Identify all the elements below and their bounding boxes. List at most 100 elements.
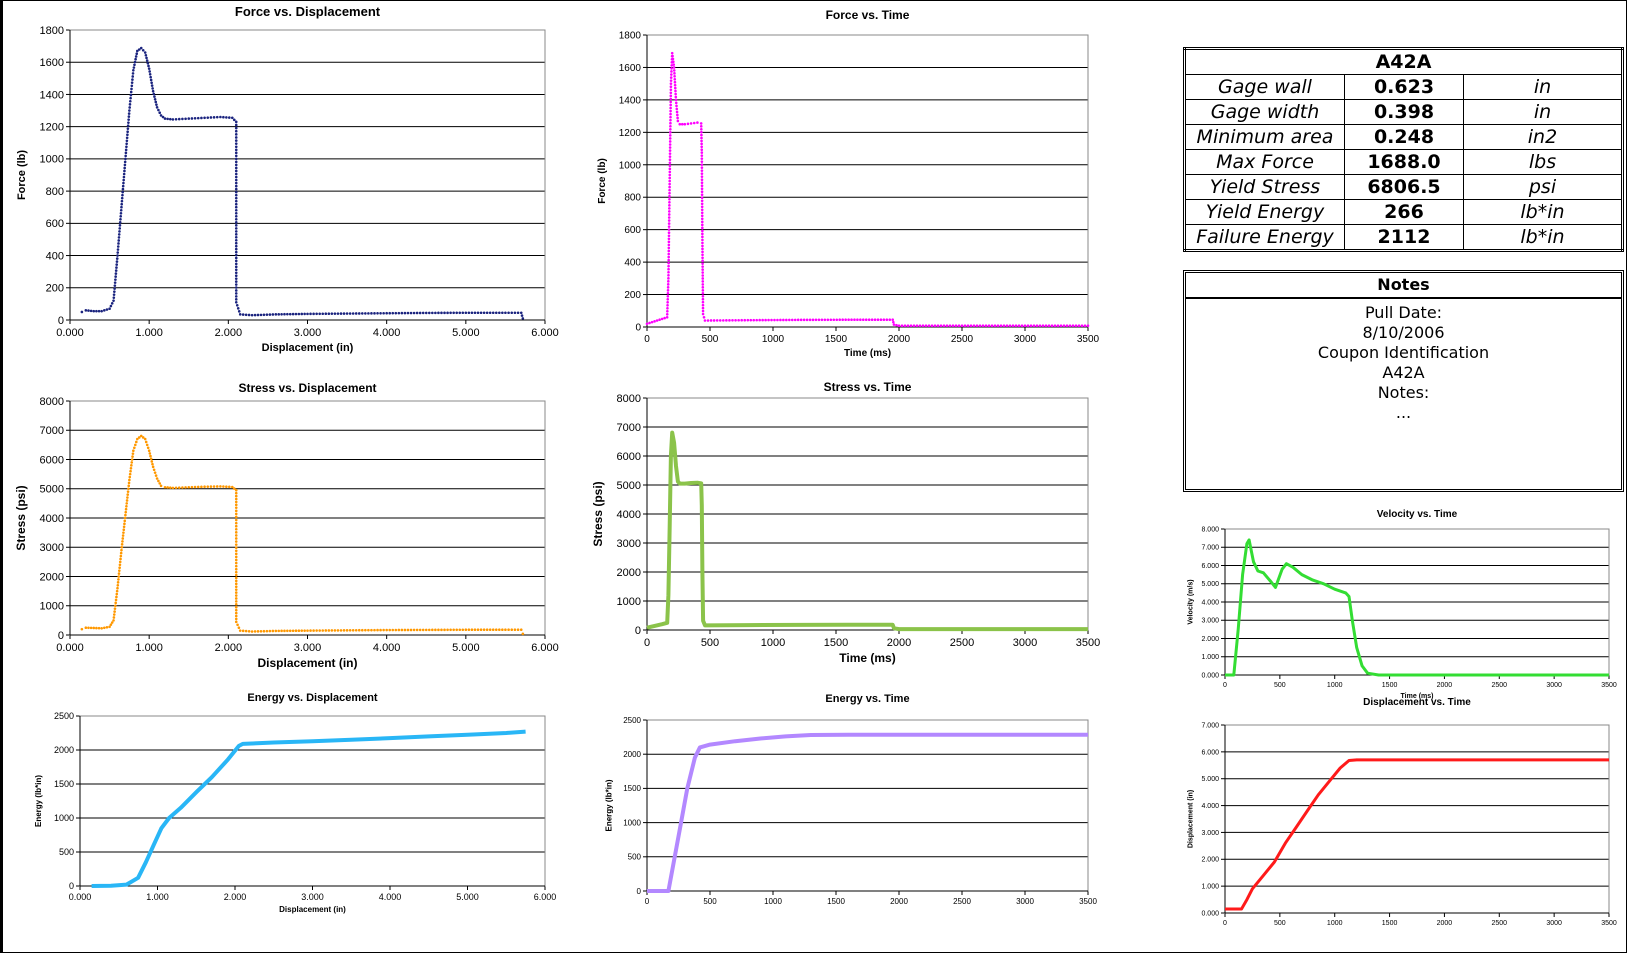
data-point: [126, 496, 129, 499]
data-point: [120, 543, 124, 546]
data-point: [184, 117, 187, 121]
y-tick-label: 0: [635, 625, 641, 637]
y-tick-label: 8.000: [1201, 526, 1219, 533]
data-point: [146, 446, 150, 450]
data-point: [376, 628, 379, 632]
data-point: [669, 76, 673, 79]
data-point: [126, 124, 130, 127]
data-point: [166, 486, 169, 489]
data-point: [755, 318, 758, 322]
data-point: [722, 319, 725, 322]
data-point: [234, 531, 238, 534]
data-point: [339, 312, 343, 315]
data-point: [519, 311, 523, 315]
data-point: [234, 588, 238, 591]
data-point: [458, 311, 462, 315]
data-point: [250, 313, 254, 317]
data-point: [701, 277, 705, 280]
data-point: [123, 516, 127, 520]
chart-velocity-vs-time: Velocity vs. Time 0.000 1.000 2.000 3.000 4.0…: [1188, 509, 1617, 700]
data-point: [234, 126, 238, 130]
data-point: [234, 295, 238, 298]
data-point: [190, 117, 194, 120]
data-point: [145, 56, 148, 60]
x-tick-label: 3500: [1601, 682, 1617, 689]
property-unit: in2: [1463, 124, 1623, 150]
data-point: [667, 249, 671, 253]
x-tick-label: 2500: [1491, 920, 1507, 927]
property-unit: in: [1463, 99, 1623, 125]
data-point: [385, 628, 388, 632]
data-point: [969, 324, 973, 328]
data-point: [122, 531, 125, 534]
data-point: [666, 297, 670, 301]
data-point: [400, 628, 404, 632]
data-point: [379, 628, 382, 632]
x-tick-label: 3000: [1013, 637, 1037, 649]
data-point: [234, 500, 238, 504]
data-point: [108, 307, 111, 311]
data-point: [121, 187, 125, 191]
data-point: [119, 551, 123, 555]
data-point: [234, 120, 238, 124]
data-point: [668, 155, 672, 158]
data-point: [461, 628, 465, 632]
data-point: [391, 311, 395, 315]
data-point: [668, 188, 671, 192]
data-point: [127, 118, 130, 121]
x-tick-label: 2500: [953, 897, 971, 906]
data-point: [700, 220, 704, 224]
data-point: [479, 628, 483, 632]
data-point: [324, 629, 328, 632]
data-point: [113, 284, 117, 287]
data-point: [674, 89, 677, 93]
data-point: [103, 309, 106, 312]
data-point: [133, 60, 137, 64]
data-point: [128, 472, 132, 476]
data-point: [234, 537, 238, 540]
data-point: [113, 610, 116, 613]
data-point: [990, 324, 994, 328]
data-point: [488, 311, 492, 315]
data-point: [238, 629, 242, 632]
data-point: [740, 318, 743, 322]
table-row: Max Force 1688.0 lbs: [1184, 149, 1623, 175]
y-tick-label: 6.000: [1201, 563, 1219, 570]
data-point: [701, 271, 704, 274]
data-point: [966, 324, 970, 328]
data-point: [817, 318, 821, 322]
data-point: [668, 185, 671, 189]
data-point: [498, 628, 501, 632]
data-point: [152, 468, 156, 472]
data-point: [391, 628, 395, 632]
data-point: [193, 485, 197, 489]
data-point: [234, 259, 238, 263]
x-tick-label: 3.000: [294, 642, 322, 654]
data-point: [336, 629, 340, 632]
y-tick-label: 200: [46, 283, 64, 295]
x-tick-label: 3.000: [301, 892, 324, 902]
data-point: [470, 628, 474, 632]
data-point: [312, 312, 315, 316]
data-point: [431, 628, 434, 632]
data-point: [110, 302, 114, 305]
data-point: [671, 54, 674, 58]
data-point: [87, 309, 90, 312]
data-point: [124, 154, 127, 158]
data-point: [128, 478, 131, 482]
data-point: [238, 313, 242, 316]
data-point: [476, 628, 480, 632]
x-tick-label: 2000: [1437, 920, 1453, 927]
data-point: [234, 289, 238, 292]
data-point: [114, 604, 117, 608]
property-label: Minimum area: [1184, 124, 1345, 150]
data-point: [431, 311, 434, 315]
y-axis-label: Force (lb): [16, 150, 28, 200]
data-point: [361, 312, 364, 315]
data-point: [309, 629, 312, 632]
data-point: [196, 485, 200, 489]
series-line: [1225, 758, 1609, 911]
data-point: [820, 318, 824, 322]
data-point: [119, 211, 123, 215]
plot-area: [1224, 724, 1610, 914]
